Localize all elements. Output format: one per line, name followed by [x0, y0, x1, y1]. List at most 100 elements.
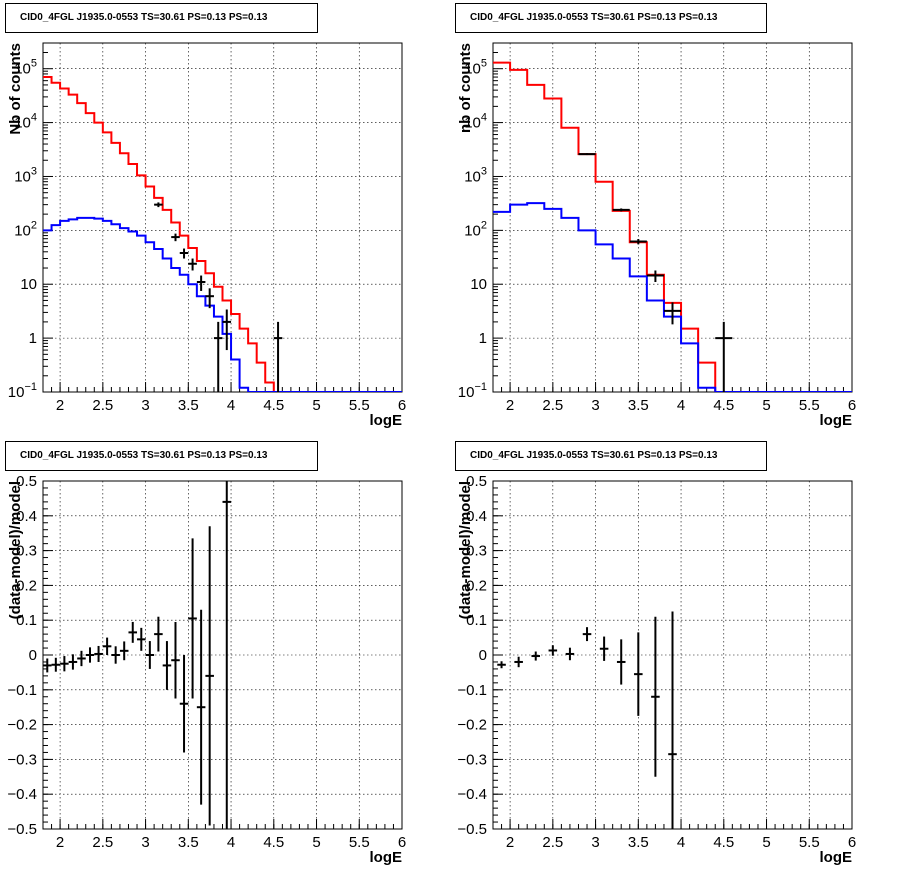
histogram-series-2 — [43, 216, 402, 392]
data-point — [137, 627, 146, 651]
data-point — [196, 609, 206, 805]
x-tick-label: 5.5 — [349, 834, 370, 851]
data-point — [205, 288, 214, 309]
y-axis-title: nb of counts — [457, 43, 474, 133]
x-tick-label: 3.5 — [178, 397, 199, 414]
data-point — [548, 645, 558, 656]
data-point — [205, 526, 214, 826]
x-tick-label: 3 — [591, 834, 599, 851]
x-tick-label: 3.5 — [628, 397, 649, 414]
y-tick-label: −0.1 — [457, 682, 487, 699]
data-point — [582, 627, 592, 642]
y-axis-title: Nb of counts — [7, 43, 24, 135]
y-axis-title: (data-model)/model — [7, 481, 24, 619]
y-tick-label: 1 — [479, 330, 487, 347]
chart-panel-3: 2 2.5 3 3.5 4 4.5 5 5.5 6 −0.5 −0.4 −0.3 −0.2 −0.1 0 0.… — [7, 473, 406, 866]
data-point — [43, 658, 52, 673]
data-point — [102, 637, 112, 655]
data-point — [128, 621, 138, 643]
x-tick-label: 6 — [398, 397, 406, 414]
y-tick-label: 104 — [14, 112, 37, 132]
data-point — [213, 321, 223, 392]
histogram-series-1 — [43, 76, 402, 392]
panel2-title: CID0_4FGL J1935.0-0553 TS=30.61 PS=0.13 … — [455, 3, 767, 33]
panel1-title: CID0_4FGL J1935.0-0553 TS=30.61 PS=0.13 … — [5, 3, 318, 33]
data-point — [111, 646, 120, 664]
data-point — [222, 481, 232, 829]
y-tick-label: −0.2 — [457, 717, 487, 734]
plot-frame — [42, 42, 403, 393]
data-point — [715, 321, 733, 392]
data-point — [565, 647, 575, 661]
y-tick-label: 1 — [29, 330, 37, 347]
data-point — [145, 641, 155, 669]
y-tick-label: 105 — [464, 58, 487, 78]
y-tick-label: −0.3 — [457, 751, 487, 768]
x-tick-label: 4.5 — [263, 834, 284, 851]
data-layer — [43, 76, 402, 392]
x-tick-label: 2.5 — [92, 834, 113, 851]
y-tick-label: 102 — [464, 219, 487, 239]
y-tick-label: −0.5 — [457, 821, 487, 838]
y-tick-label: 10−1 — [8, 381, 37, 401]
y-axis-title: (data-model)/model — [457, 481, 474, 619]
data-point — [85, 647, 95, 663]
x-tick-label: 5 — [312, 834, 320, 851]
x-tick-label: 6 — [848, 834, 856, 851]
y-tick-label: 105 — [14, 58, 37, 78]
data-point — [188, 538, 197, 699]
y-tick-label: 0.4 — [16, 508, 37, 525]
x-tick-label: 3.5 — [178, 834, 199, 851]
data-point — [629, 239, 647, 245]
y-tick-label: −0.1 — [7, 682, 37, 699]
x-tick-label: 2 — [56, 397, 64, 414]
y-tick-label: 103 — [464, 165, 487, 185]
y-tick-label: 0 — [479, 647, 487, 664]
data-point — [578, 153, 596, 156]
y-tick-label: 0.4 — [466, 508, 487, 525]
x-axis-title: logE — [820, 412, 853, 429]
data-point — [531, 651, 541, 661]
y-tick-label: 0 — [29, 647, 37, 664]
data-point — [179, 655, 189, 753]
data-point — [94, 645, 103, 662]
plot-frame — [492, 42, 853, 393]
y-tick-label: −0.5 — [7, 821, 37, 838]
x-tick-label: 5.5 — [349, 397, 370, 414]
x-tick-label: 5 — [762, 397, 770, 414]
data-point — [646, 270, 664, 283]
y-tick-label: 102 — [14, 219, 37, 239]
y-tick-label: 0.3 — [16, 543, 37, 560]
data-point — [497, 661, 506, 669]
x-tick-label: 4 — [677, 397, 685, 414]
x-tick-label: 5 — [762, 834, 770, 851]
y-tick-label: 0.1 — [16, 612, 37, 629]
x-tick-label: 6 — [848, 397, 856, 414]
y-tick-label: 0.2 — [466, 577, 487, 594]
data-point — [599, 636, 609, 661]
chart-panel-2: 2 2.5 3 3.5 4 4.5 5 5.5 6 10−1 1 10 102 103 104 105 logE… — [457, 42, 856, 429]
y-tick-label: −0.4 — [7, 786, 37, 803]
chart-panel-4: 2 2.5 3 3.5 4 4.5 5 5.5 6 −0.5 −0.4 −0.3 −0.2 −0.1 0 0.… — [457, 473, 856, 866]
data-point — [668, 611, 677, 829]
x-tick-label: 2.5 — [542, 834, 563, 851]
data-point — [171, 621, 180, 699]
y-tick-label: −0.4 — [457, 786, 487, 803]
x-axis-title: logE — [370, 412, 403, 429]
x-tick-label: 4.5 — [713, 397, 734, 414]
data-point — [179, 248, 189, 259]
data-point — [196, 275, 206, 291]
x-axis-title: logE — [820, 849, 853, 866]
y-tick-label: 0.5 — [16, 473, 37, 490]
data-point — [634, 632, 643, 716]
x-tick-label: 3 — [591, 397, 599, 414]
y-tick-label: 0.3 — [466, 543, 487, 560]
x-axis-title: logE — [370, 849, 403, 866]
x-tick-label: 4 — [677, 834, 685, 851]
y-tick-label: 0.5 — [466, 473, 487, 490]
data-point — [154, 616, 163, 652]
data-point — [154, 202, 163, 208]
x-tick-label: 2.5 — [542, 397, 563, 414]
x-tick-label: 4.5 — [713, 834, 734, 851]
